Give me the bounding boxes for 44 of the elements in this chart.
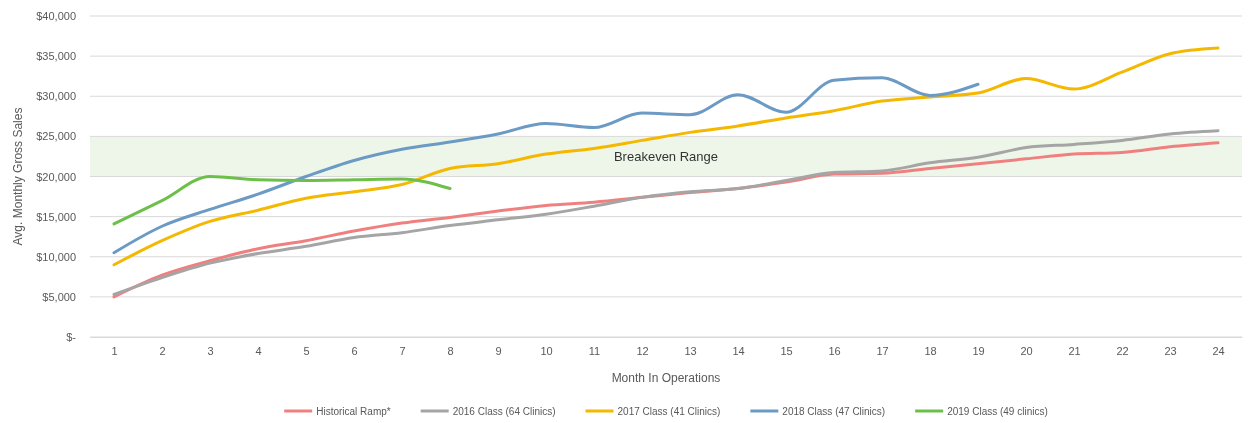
y-tick-label: $30,000	[36, 90, 76, 103]
x-tick-label: 11	[588, 344, 601, 357]
y-axis-title: Avg. Monthly Gross Sales	[11, 107, 25, 246]
x-tick-label: 2	[159, 344, 166, 357]
x-tick-label: 17	[876, 344, 889, 357]
line-series	[112, 46, 1220, 267]
x-axis-title: Month In Operations	[611, 371, 721, 385]
y-tick-label: $25,000	[36, 130, 76, 143]
x-tick-label: 6	[351, 344, 358, 357]
x-tick-label: 8	[447, 344, 454, 357]
x-tick-label: 19	[972, 344, 985, 357]
line-series	[112, 76, 980, 255]
legend-label: 2018 Class (47 Clinics)	[782, 406, 886, 417]
x-tick-label: 18	[924, 344, 937, 357]
x-tick-label: 22	[1116, 344, 1129, 357]
x-tick-label: 16	[828, 344, 841, 357]
x-tick-label: 24	[1212, 344, 1225, 357]
x-tick-label: 13	[684, 344, 697, 357]
line-series	[112, 175, 452, 226]
x-tick-label: 5	[303, 344, 310, 357]
legend-label: 2016 Class (64 Clinics)	[452, 406, 556, 417]
y-tick-label: $10,000	[36, 250, 76, 263]
x-tick-label: 14	[732, 344, 745, 357]
y-tick-label: $-	[66, 331, 77, 344]
band-label: Breakeven Range	[613, 149, 719, 165]
y-tick-label: $5,000	[42, 290, 76, 303]
x-tick-label: 12	[636, 344, 649, 357]
x-tick-label: 7	[399, 344, 406, 357]
x-tick-label: 23	[1164, 344, 1177, 357]
x-tick-label: 20	[1020, 344, 1033, 357]
y-tick-label: $40,000	[36, 10, 76, 23]
legend-label: Historical Ramp*	[316, 406, 391, 417]
y-tick-label: $15,000	[36, 210, 76, 223]
x-tick-label: 1	[111, 344, 118, 357]
x-tick-label: 15	[780, 344, 793, 357]
x-tick-label: 4	[255, 344, 262, 357]
y-tick-label: $20,000	[36, 170, 76, 183]
legend-label: 2017 Class (41 Clinics)	[617, 406, 721, 417]
legend-label: 2019 Class (49 clinics)	[947, 406, 1048, 417]
x-tick-label: 10	[540, 344, 553, 357]
y-tick-label: $35,000	[36, 50, 76, 63]
x-tick-label: 9	[495, 344, 502, 357]
x-tick-label: 3	[207, 344, 214, 357]
x-tick-label: 21	[1068, 344, 1081, 357]
